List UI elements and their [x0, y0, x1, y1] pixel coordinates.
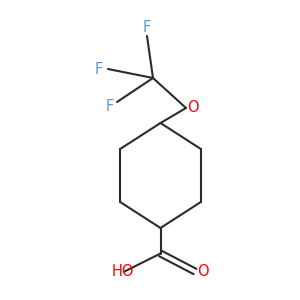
Text: F: F — [105, 99, 114, 114]
Text: F: F — [95, 61, 103, 76]
Text: HO: HO — [112, 264, 134, 279]
Text: O: O — [197, 264, 208, 279]
Text: O: O — [187, 100, 198, 116]
Text: F: F — [143, 20, 151, 34]
